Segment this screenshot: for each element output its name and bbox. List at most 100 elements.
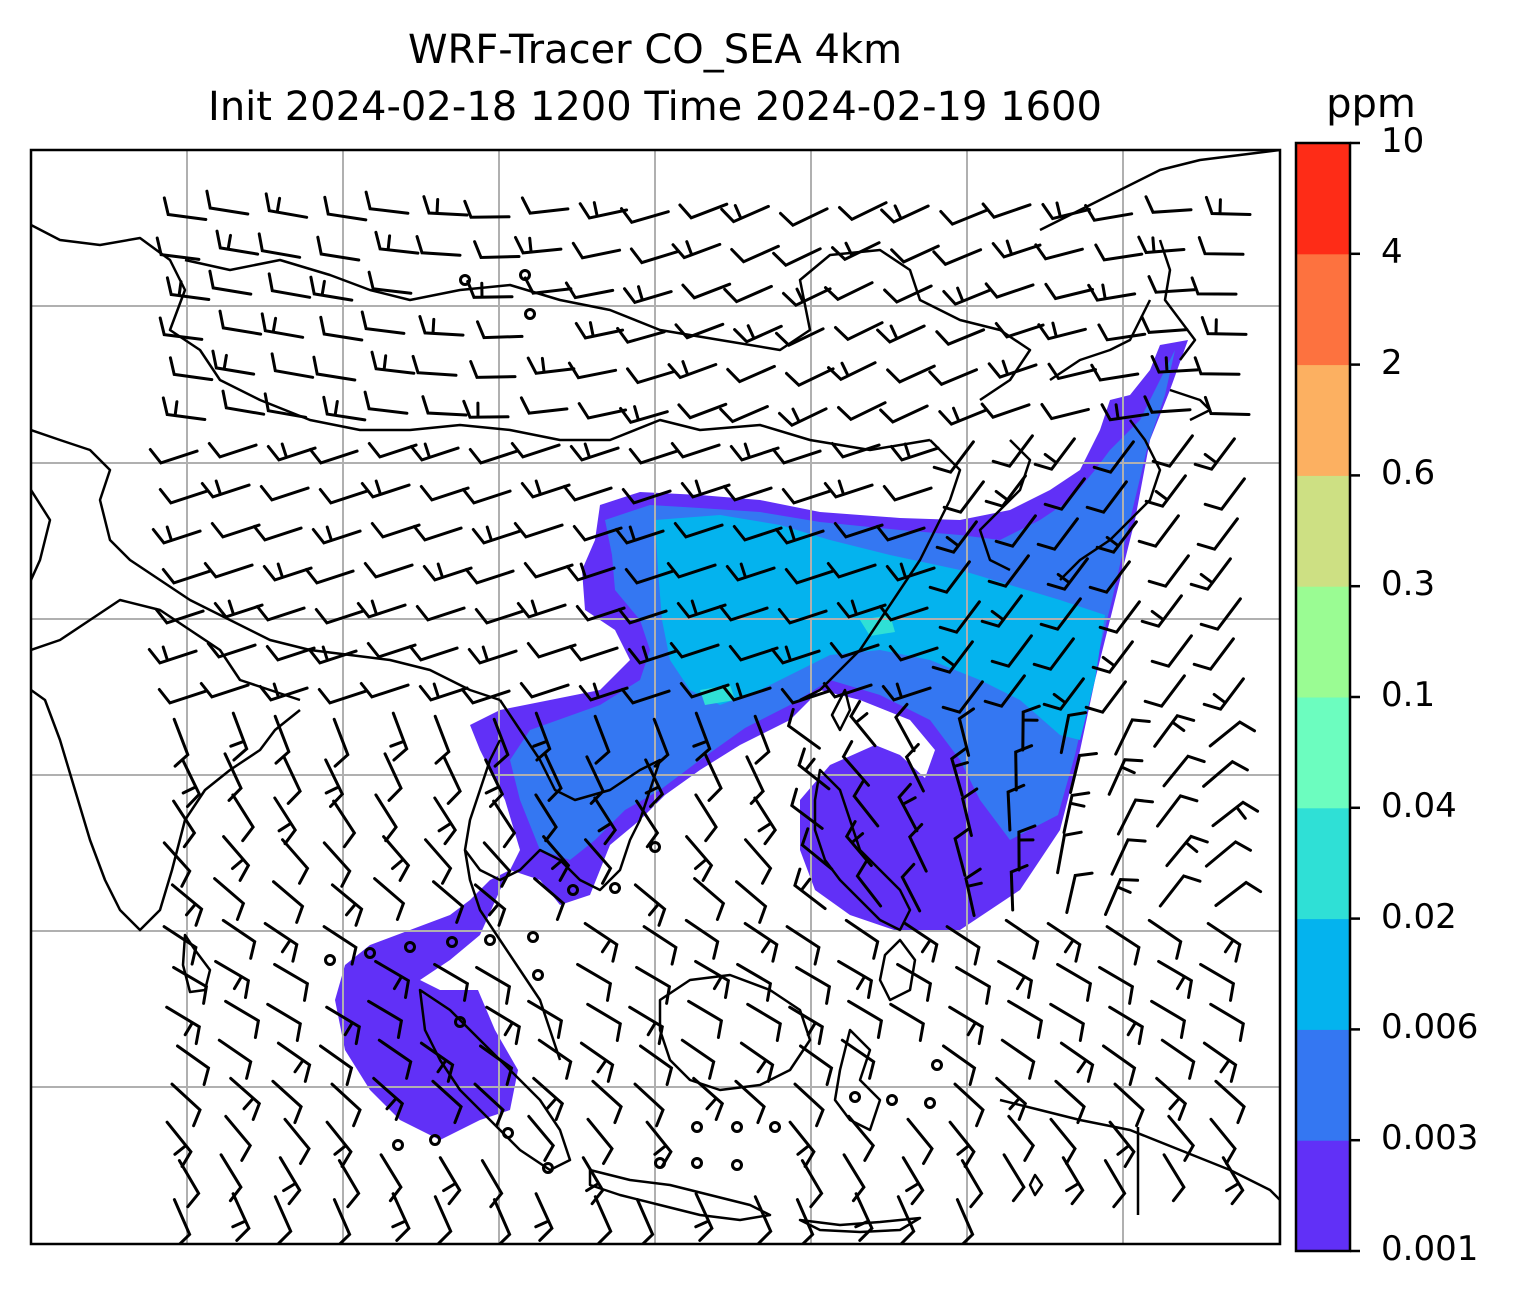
wind-barb: [1147, 554, 1190, 588]
wind-barb: [883, 284, 933, 304]
wind-barb: [252, 525, 303, 542]
wind-barb: [736, 962, 773, 1002]
calm-wind-marker: [691, 1157, 703, 1169]
wind-barb: [319, 315, 364, 342]
colorbar-tick-label: 0.04: [1381, 785, 1457, 826]
calm-wind-marker: [731, 1159, 743, 1171]
wind-barb: [777, 608, 828, 625]
wind-barb: [542, 835, 571, 882]
wind-barb: [786, 707, 821, 750]
wind-barb: [370, 522, 421, 539]
wind-barb: [316, 235, 361, 262]
wind-barb: [578, 682, 629, 702]
wind-barb: [374, 230, 420, 255]
wind-barb: [723, 284, 773, 304]
wind-barb: [896, 962, 933, 1002]
wind-barb: [642, 925, 678, 966]
wind-barb: [616, 326, 666, 344]
wind-barb: [1085, 480, 1128, 514]
wind-barb: [746, 1002, 782, 1042]
wind-barb: [591, 1079, 623, 1125]
wind-barb: [1009, 864, 1029, 912]
wind-barb: [510, 442, 561, 459]
wind-barb: [1137, 235, 1186, 255]
wind-barb: [955, 1198, 975, 1244]
wind-barb: [1094, 243, 1144, 262]
wind-barb: [200, 479, 251, 499]
colorbar-segment: [1296, 143, 1350, 255]
wind-barb: [1097, 323, 1147, 342]
wind-barb: [527, 999, 564, 1039]
wind-barb: [1108, 1005, 1144, 1046]
wind-barb: [721, 682, 772, 702]
wind-barb: [960, 787, 979, 837]
wind-barb: [572, 525, 623, 542]
wind-barb: [262, 562, 313, 582]
wind-barb: [907, 823, 928, 873]
wind-barb: [1200, 316, 1248, 336]
wind-barb: [734, 1079, 766, 1125]
wind-barb: [475, 965, 512, 1005]
wind-barb: [837, 959, 874, 999]
wind-barb: [1190, 276, 1238, 296]
wind-barb: [1046, 922, 1082, 963]
wind-barb: [1095, 520, 1138, 554]
wind-barb: [1098, 600, 1141, 634]
wind-barb: [897, 782, 919, 833]
wind-barb: [433, 796, 458, 846]
wind-barb: [219, 1153, 243, 1203]
wind-barb: [1208, 720, 1256, 748]
wind-barb: [1147, 918, 1183, 960]
colorbar-tick-label: 0.6: [1381, 453, 1436, 494]
wind-barb: [1114, 718, 1151, 756]
wind-barb: [260, 312, 305, 339]
wind-barb: [685, 835, 714, 882]
wind-barb: [584, 838, 613, 885]
calm-wind-marker: [454, 1016, 466, 1028]
wind-barb: [1214, 1079, 1246, 1125]
wind-barb: [674, 322, 725, 340]
wind-barb: [1150, 634, 1193, 668]
wind-barb: [890, 244, 940, 264]
wind-barb: [628, 448, 679, 465]
wind-barb: [467, 645, 518, 665]
wind-barb: [984, 474, 1027, 508]
wind-barb: [854, 1192, 874, 1242]
calm-wind-marker: [849, 1091, 861, 1103]
wind-barb: [957, 707, 975, 757]
colorbar-segment: [1296, 364, 1350, 476]
wind-barb: [784, 568, 835, 585]
wind-barb: [199, 682, 250, 699]
wind-barb: [203, 562, 254, 579]
wind-barb: [325, 1005, 361, 1046]
wind-barb: [614, 525, 665, 545]
wind-barb: [639, 1044, 674, 1086]
wind-barb: [627, 645, 678, 665]
wind-barb: [433, 714, 451, 765]
wind-barb: [571, 241, 622, 260]
wind-barb: [229, 1076, 262, 1121]
wind-barb: [793, 1082, 825, 1128]
wind-barb: [678, 202, 729, 220]
wind-barb: [991, 239, 1042, 259]
wind-barb: [1100, 403, 1150, 422]
wind-barb: [1084, 680, 1127, 714]
wind-barb: [311, 525, 362, 545]
wind-barb: [431, 1079, 463, 1125]
wind-barb: [722, 485, 773, 502]
wind-barb: [461, 488, 512, 505]
wind-barb: [205, 189, 250, 216]
calm-wind-marker: [484, 934, 496, 946]
wind-barb: [165, 1120, 193, 1168]
wind-barb: [1192, 637, 1235, 671]
wind-barb: [1098, 965, 1135, 1005]
wind-barb: [270, 352, 315, 379]
wind-barb: [1036, 517, 1079, 551]
calm-wind-markers: [324, 269, 943, 1174]
wind-barb: [941, 680, 984, 714]
wind-barb: [463, 199, 511, 219]
wind-barb: [281, 838, 310, 885]
wind-barb: [669, 642, 720, 659]
